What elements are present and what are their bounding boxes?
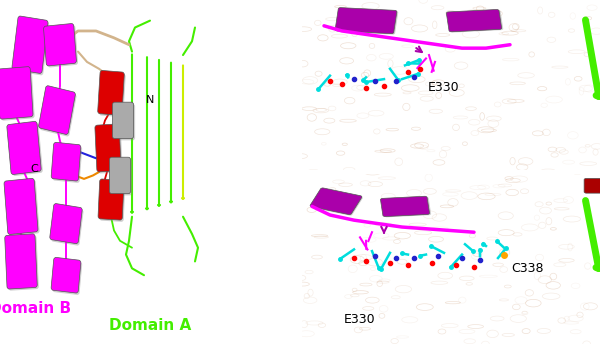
FancyBboxPatch shape — [114, 104, 135, 140]
FancyBboxPatch shape — [7, 236, 39, 291]
FancyBboxPatch shape — [40, 88, 76, 137]
FancyBboxPatch shape — [45, 25, 78, 67]
FancyBboxPatch shape — [98, 71, 124, 115]
FancyBboxPatch shape — [5, 234, 37, 289]
FancyBboxPatch shape — [112, 102, 134, 139]
FancyBboxPatch shape — [12, 16, 48, 73]
FancyBboxPatch shape — [109, 157, 131, 194]
FancyBboxPatch shape — [52, 259, 82, 295]
FancyBboxPatch shape — [584, 178, 600, 193]
FancyBboxPatch shape — [380, 196, 430, 216]
FancyBboxPatch shape — [44, 23, 76, 66]
Text: C: C — [31, 164, 38, 174]
FancyBboxPatch shape — [446, 10, 502, 32]
FancyBboxPatch shape — [0, 68, 35, 121]
FancyBboxPatch shape — [51, 142, 81, 181]
FancyBboxPatch shape — [111, 159, 132, 195]
Text: Domain A: Domain A — [109, 318, 191, 333]
FancyBboxPatch shape — [98, 179, 124, 220]
FancyBboxPatch shape — [311, 189, 363, 216]
FancyBboxPatch shape — [51, 205, 83, 246]
FancyBboxPatch shape — [99, 72, 125, 117]
FancyBboxPatch shape — [448, 10, 503, 33]
Text: N: N — [146, 95, 154, 105]
Text: Domain B: Domain B — [0, 301, 71, 316]
FancyBboxPatch shape — [38, 86, 76, 135]
FancyBboxPatch shape — [100, 181, 125, 222]
FancyBboxPatch shape — [53, 144, 82, 183]
FancyBboxPatch shape — [97, 126, 122, 173]
FancyBboxPatch shape — [382, 197, 431, 217]
Text: E330: E330 — [428, 81, 460, 94]
FancyBboxPatch shape — [50, 204, 82, 244]
FancyBboxPatch shape — [4, 179, 38, 234]
FancyBboxPatch shape — [5, 180, 40, 236]
FancyBboxPatch shape — [8, 123, 43, 176]
FancyBboxPatch shape — [7, 121, 41, 174]
Text: C338: C338 — [512, 262, 544, 275]
FancyBboxPatch shape — [95, 124, 121, 172]
FancyBboxPatch shape — [13, 18, 49, 75]
FancyBboxPatch shape — [337, 9, 398, 35]
FancyBboxPatch shape — [310, 188, 362, 215]
FancyBboxPatch shape — [335, 8, 397, 34]
FancyBboxPatch shape — [51, 257, 81, 293]
Text: E330: E330 — [344, 313, 376, 326]
FancyBboxPatch shape — [0, 67, 33, 119]
